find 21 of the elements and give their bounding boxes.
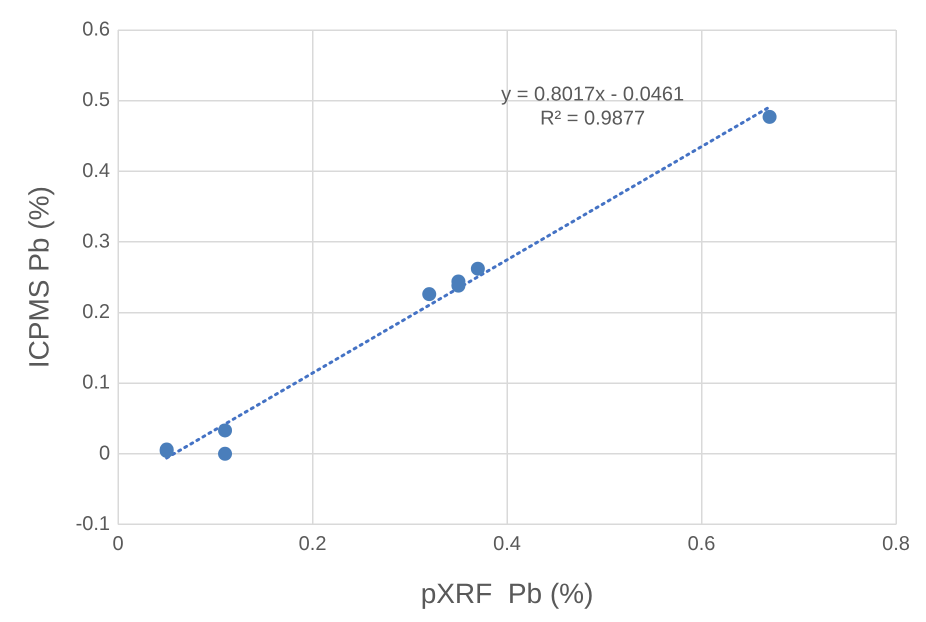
point [422, 287, 436, 302]
annotation: R² = 0.9877 [540, 108, 646, 130]
point [762, 110, 777, 124]
x-tick-label: 0.2 [298, 532, 326, 555]
point [218, 446, 232, 461]
point [218, 423, 232, 438]
annotation: y = 0.8017x - 0.0461 [501, 84, 684, 106]
x-tick-label: 0.6 [688, 532, 716, 555]
x-tick-label: 0.8 [882, 532, 910, 555]
y-tick-label: 0.5 [82, 89, 110, 112]
y-axis-title: ICPMS Pb (%) [24, 186, 55, 368]
point [470, 262, 485, 276]
y-tick-label: 0.6 [82, 18, 110, 41]
y-tick-label: 0.1 [82, 372, 110, 394]
y-tick-label: 0.3 [82, 230, 110, 252]
x-axis-title: pXRF Pb (%) [420, 578, 594, 609]
y-tick-label: 0.2 [82, 301, 110, 324]
y-tick-label: -0.1 [76, 512, 110, 535]
x-tick-label: 0.4 [493, 532, 521, 555]
y-tick-label: 0.4 [82, 160, 110, 182]
y-tick-label: 0 [98, 442, 110, 464]
